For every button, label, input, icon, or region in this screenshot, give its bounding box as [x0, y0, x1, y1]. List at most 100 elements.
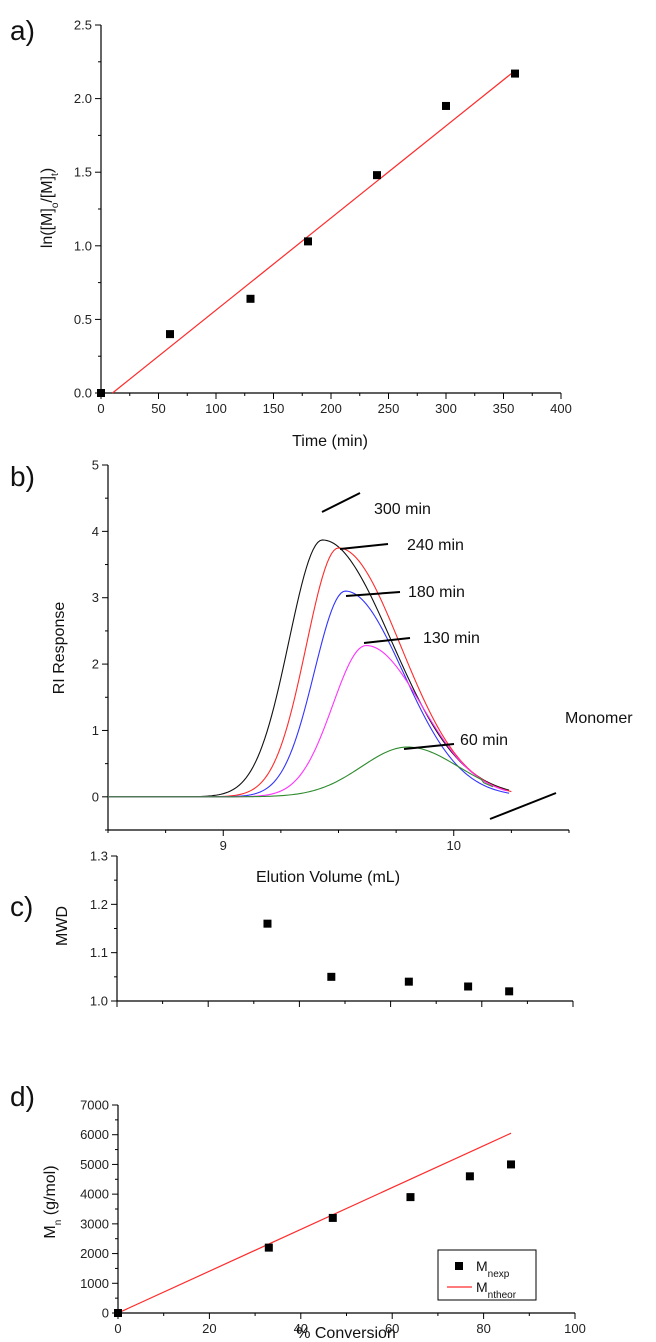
- chart-d-ytick-label: 0: [102, 1306, 109, 1321]
- chart-c-ytick-label: 1.1: [90, 945, 108, 960]
- chart-d-xtick-label: 100: [564, 1321, 586, 1336]
- chart-d-marks: [114, 1132, 516, 1317]
- chart-d-ytick-label: 4000: [80, 1187, 109, 1202]
- chart-d-ticks: 0 20 40 60 80 1000100020003000400050006000700…: [80, 1098, 586, 1337]
- chart-a-fit-line: [112, 70, 516, 394]
- chart-c-ytick-label: 1.0: [90, 994, 108, 1009]
- chart-b-trace-180-min: [108, 590, 510, 798]
- chart-b-ytick-label: 2: [92, 657, 99, 672]
- chart-b-ytick-label: 0: [92, 789, 99, 804]
- chart-d-point: [465, 1172, 474, 1181]
- chart-a-ytick-label: 2.5: [74, 18, 92, 33]
- chart-d-xlabel: % Conversion: [296, 1325, 396, 1342]
- annotation-130-min: 130 min: [423, 630, 480, 647]
- chart-b-annotation-leader: [339, 543, 389, 550]
- chart-d-point: [114, 1309, 122, 1317]
- legend-box: [437, 1249, 537, 1301]
- chart-a-marks: [97, 69, 519, 397]
- chart-a-point: [246, 294, 255, 303]
- legend-label-mntheor: Mntheor: [476, 1279, 517, 1301]
- annotation-60-min: 60 min: [460, 732, 508, 749]
- chart-b-ytick-label: 5: [92, 458, 99, 473]
- chart-a-xtick-label: 0: [97, 401, 104, 416]
- chart-d-ytick-label: 5000: [80, 1157, 109, 1172]
- chart-a-xtick-label: 300: [435, 401, 457, 416]
- chart-b-ytick-label: 4: [92, 524, 99, 539]
- chart-c-point: [327, 972, 336, 981]
- chart-a-xlabel: Time (min): [292, 433, 368, 450]
- chart-b-ticks: 9 10 0 1 2 3 4 5: [92, 458, 570, 853]
- chart-a-point: [166, 330, 174, 339]
- chart-b-annotation-leader: [321, 492, 361, 513]
- chart-c-point: [263, 919, 272, 928]
- chart-b-annotation-leader: [489, 792, 557, 820]
- chart-b-xlabel: Elution Volume (mL): [256, 869, 400, 886]
- chart-b-xtick-label: 9: [220, 838, 227, 853]
- chart-a: 0 50 100 150 200 250 300 350 400 0.0 0.5 1.0 1.5 2.0 2…: [39, 18, 572, 451]
- chart-a-xtick-label: 200: [320, 401, 342, 416]
- chart-c-ticks: 1.0 1.1 1.2 1.3: [90, 849, 574, 1009]
- chart-a-point: [442, 101, 450, 110]
- chart-c-point: [505, 987, 514, 996]
- chart-b-xtick-label: 10: [447, 838, 461, 853]
- chart-a-ytick-label: 0.0: [74, 386, 92, 401]
- chart-b-annotation-leader: [345, 591, 401, 597]
- panel-label-a: a): [10, 15, 35, 46]
- chart-d-point: [264, 1243, 273, 1252]
- legend-label-mnexp: Mnexp: [476, 1258, 510, 1280]
- chart-c-ylabel: MWD: [54, 906, 71, 946]
- chart-b: 9 10 0 1 2 3 4 5 Elution Volume (mL) RI Respons…: [51, 458, 633, 887]
- chart-d-ytick-label: 6000: [80, 1127, 109, 1142]
- chart-d-ylabel: Mn (g/mol): [42, 1165, 64, 1238]
- chart-d-point: [406, 1193, 415, 1202]
- chart-d-point: [507, 1160, 516, 1169]
- chart-d-ytick-label: 1000: [80, 1276, 109, 1291]
- chart-a-ylabel: ln([M]o/[M]t): [39, 168, 61, 248]
- chart-d-ytick-label: 7000: [80, 1098, 109, 1113]
- chart-a-ytick-label: 2.0: [74, 91, 92, 106]
- chart-b-ylabel: RI Response: [51, 602, 68, 695]
- chart-a-xtick-label: 250: [378, 401, 400, 416]
- panel-label-d: d): [10, 1081, 35, 1112]
- panel-label-b: b): [10, 461, 35, 492]
- chart-d-xtick-label: 40: [294, 1321, 308, 1336]
- chart-d-point: [328, 1213, 337, 1222]
- annotation-300-min: 300 min: [374, 501, 431, 518]
- chart-a-ytick-label: 1.0: [74, 238, 92, 253]
- chart-c: 1.0 1.1 1.2 1.3 MWD: [54, 849, 574, 1009]
- chart-b-ytick-label: 1: [92, 723, 99, 738]
- chart-c-ytick-label: 1.2: [90, 897, 108, 912]
- chart-a-point: [511, 69, 519, 78]
- chart-c-ytick-label: 1.3: [90, 849, 108, 864]
- chart-b-trace-130-min: [108, 644, 507, 798]
- annotation-180-min: 180 min: [408, 584, 465, 601]
- chart-c-point: [464, 982, 473, 991]
- chart-a-xtick-label: 350: [493, 401, 515, 416]
- annotation-240-min: 240 min: [407, 537, 464, 554]
- chart-a-xtick-label: 100: [205, 401, 227, 416]
- chart-a-point: [97, 389, 105, 397]
- legend-marker-mnexp: [455, 1262, 463, 1270]
- chart-d-legend: Mnexp Mntheor: [437, 1249, 537, 1301]
- annotation-monomer: Monomer: [565, 710, 633, 727]
- chart-d: 0 20 40 60 80 1000100020003000400050006000700…: [42, 1098, 586, 1342]
- chart-b-axes: [107, 465, 569, 831]
- chart-d-xtick-label: 60: [385, 1321, 399, 1336]
- chart-b-annotation-leader: [363, 637, 411, 644]
- chart-a-ytick-label: 1.5: [74, 165, 92, 180]
- chart-b-annotation-leader: [403, 743, 455, 750]
- chart-b-ytick-label: 3: [92, 590, 99, 605]
- chart-b-trace-60-min: [108, 746, 494, 798]
- chart-d-ytick-label: 3000: [80, 1216, 109, 1231]
- chart-a-xtick-label: 150: [263, 401, 285, 416]
- chart-d-xtick-label: 20: [202, 1321, 216, 1336]
- chart-d-xtick-label: 0: [114, 1321, 121, 1336]
- chart-d-ytick-label: 2000: [80, 1246, 109, 1261]
- chart-a-xtick-label: 400: [550, 401, 572, 416]
- chart-a-ticks: 0 50 100 150 200 250 300 350 400 0.0 0.5 1.0 1.5 2.0 2…: [74, 18, 572, 417]
- panel-label-c: c): [10, 891, 33, 922]
- chart-a-ytick-label: 0.5: [74, 312, 92, 327]
- chart-a-xtick-label: 50: [151, 401, 165, 416]
- chart-b-trace-300-min: [108, 539, 510, 798]
